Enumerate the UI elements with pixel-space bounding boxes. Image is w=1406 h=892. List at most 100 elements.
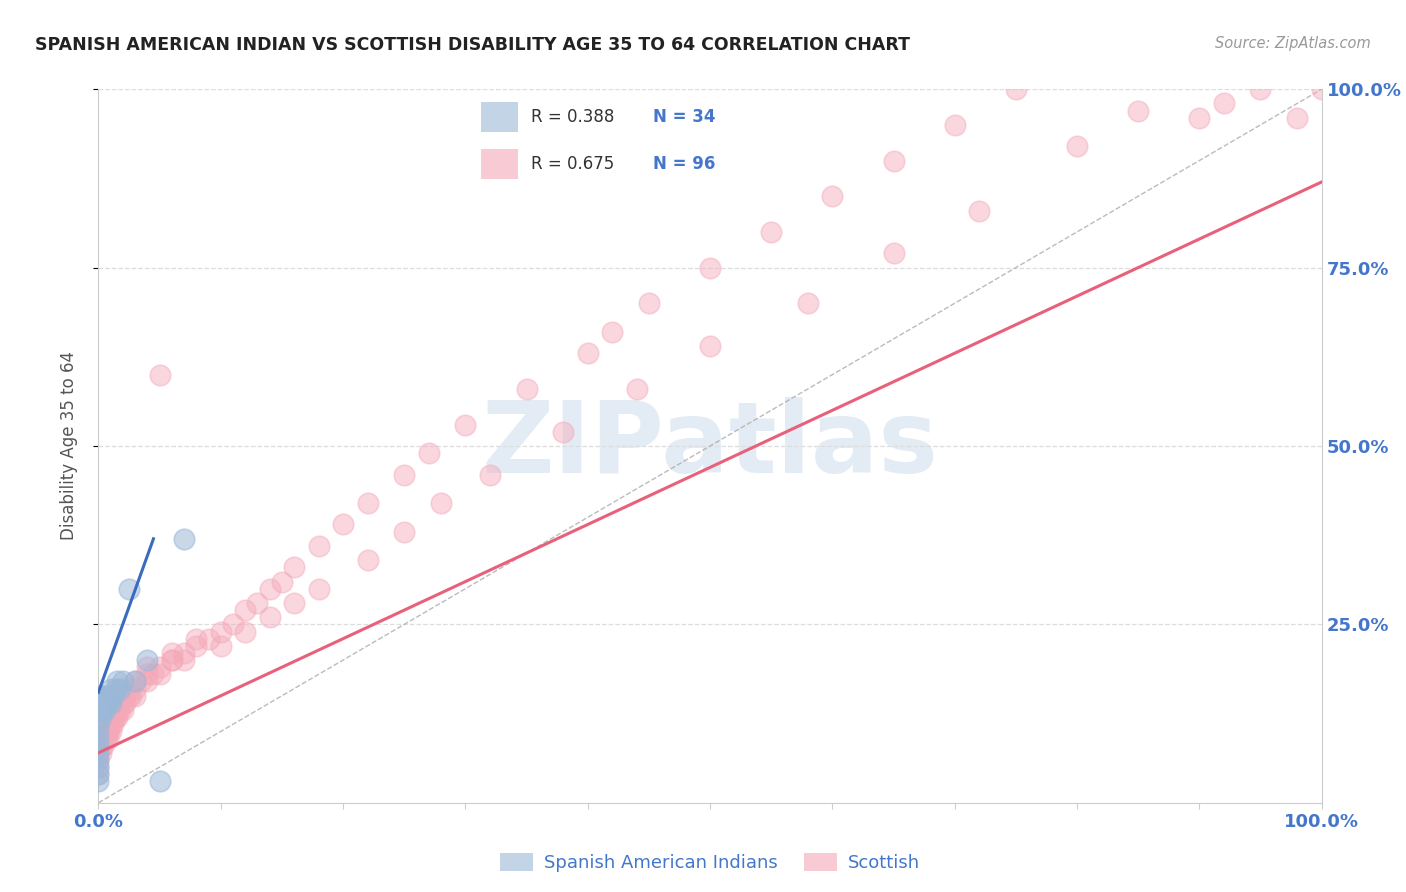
Point	[136, 653, 159, 667]
Point	[100, 717, 122, 731]
Point	[638, 296, 661, 310]
Point	[96, 689, 118, 703]
Point	[142, 667, 165, 681]
Point	[259, 582, 281, 596]
Point	[1188, 111, 1211, 125]
Point	[600, 325, 623, 339]
Point	[160, 653, 183, 667]
Point	[100, 689, 122, 703]
Point	[118, 681, 141, 696]
FancyBboxPatch shape	[481, 149, 517, 179]
Point	[761, 225, 783, 239]
Point	[270, 574, 294, 589]
Point	[1128, 103, 1150, 118]
Legend: Spanish American Indians, Scottish: Spanish American Indians, Scottish	[494, 846, 927, 880]
Point	[1286, 111, 1309, 125]
Point	[98, 724, 121, 739]
Point	[96, 724, 118, 739]
Point	[553, 425, 575, 439]
Point	[186, 632, 208, 646]
Point	[101, 717, 124, 731]
Point	[87, 739, 110, 753]
Point	[392, 467, 416, 482]
Point	[101, 689, 124, 703]
Point	[308, 582, 330, 596]
Text: N = 34: N = 34	[652, 108, 716, 126]
Point	[308, 539, 330, 553]
Point	[149, 774, 172, 789]
Point	[91, 703, 114, 717]
Point	[418, 446, 440, 460]
Point	[91, 739, 114, 753]
Point	[87, 724, 110, 739]
Point	[87, 774, 110, 789]
Point	[222, 617, 245, 632]
Point	[90, 689, 112, 703]
Point	[90, 746, 112, 760]
Point	[105, 710, 128, 724]
Point	[87, 760, 110, 774]
Point	[87, 739, 110, 753]
Text: ZIPatlas: ZIPatlas	[482, 398, 938, 494]
Point	[209, 624, 232, 639]
Point	[94, 696, 117, 710]
Point	[332, 517, 354, 532]
Point	[104, 681, 127, 696]
Point	[797, 296, 820, 310]
Point	[283, 596, 305, 610]
Point	[87, 746, 110, 760]
Point	[149, 667, 172, 681]
Point	[1004, 82, 1026, 96]
Point	[87, 753, 110, 767]
Point	[576, 346, 599, 360]
Point	[136, 667, 159, 681]
Point	[118, 689, 141, 703]
Point	[97, 696, 120, 710]
Point	[111, 703, 134, 717]
Point	[160, 646, 183, 660]
Point	[93, 703, 115, 717]
Point	[136, 674, 159, 689]
Point	[197, 632, 219, 646]
Point	[478, 467, 501, 482]
Point	[118, 582, 141, 596]
Point	[283, 560, 305, 574]
Text: SPANISH AMERICAN INDIAN VS SCOTTISH DISABILITY AGE 35 TO 64 CORRELATION CHART: SPANISH AMERICAN INDIAN VS SCOTTISH DISA…	[35, 36, 910, 54]
Point	[1249, 82, 1271, 96]
Point	[173, 646, 195, 660]
Point	[87, 753, 110, 767]
Point	[87, 717, 110, 731]
Point	[91, 739, 114, 753]
Text: Source: ZipAtlas.com: Source: ZipAtlas.com	[1215, 36, 1371, 51]
Text: R = 0.388: R = 0.388	[531, 108, 614, 126]
Point	[883, 246, 905, 260]
Point	[93, 724, 115, 739]
Point	[233, 603, 256, 617]
Point	[1066, 139, 1088, 153]
Point	[94, 731, 117, 746]
Point	[87, 767, 110, 781]
Point	[129, 674, 152, 689]
Point	[356, 496, 378, 510]
Y-axis label: Disability Age 35 to 64: Disability Age 35 to 64	[59, 351, 77, 541]
Point	[173, 653, 195, 667]
Point	[186, 639, 208, 653]
Point	[110, 703, 132, 717]
Point	[100, 681, 122, 696]
Point	[356, 553, 378, 567]
Point	[114, 696, 136, 710]
Text: N = 96: N = 96	[652, 155, 716, 173]
Point	[149, 660, 172, 674]
Point	[100, 696, 122, 710]
Point	[87, 760, 110, 774]
Point	[91, 689, 114, 703]
Point	[103, 710, 125, 724]
Point	[110, 681, 132, 696]
Point	[699, 339, 721, 353]
Point	[392, 524, 416, 539]
Point	[967, 203, 990, 218]
FancyBboxPatch shape	[481, 102, 517, 132]
Point	[97, 731, 120, 746]
Point	[209, 639, 232, 653]
Point	[1212, 96, 1234, 111]
